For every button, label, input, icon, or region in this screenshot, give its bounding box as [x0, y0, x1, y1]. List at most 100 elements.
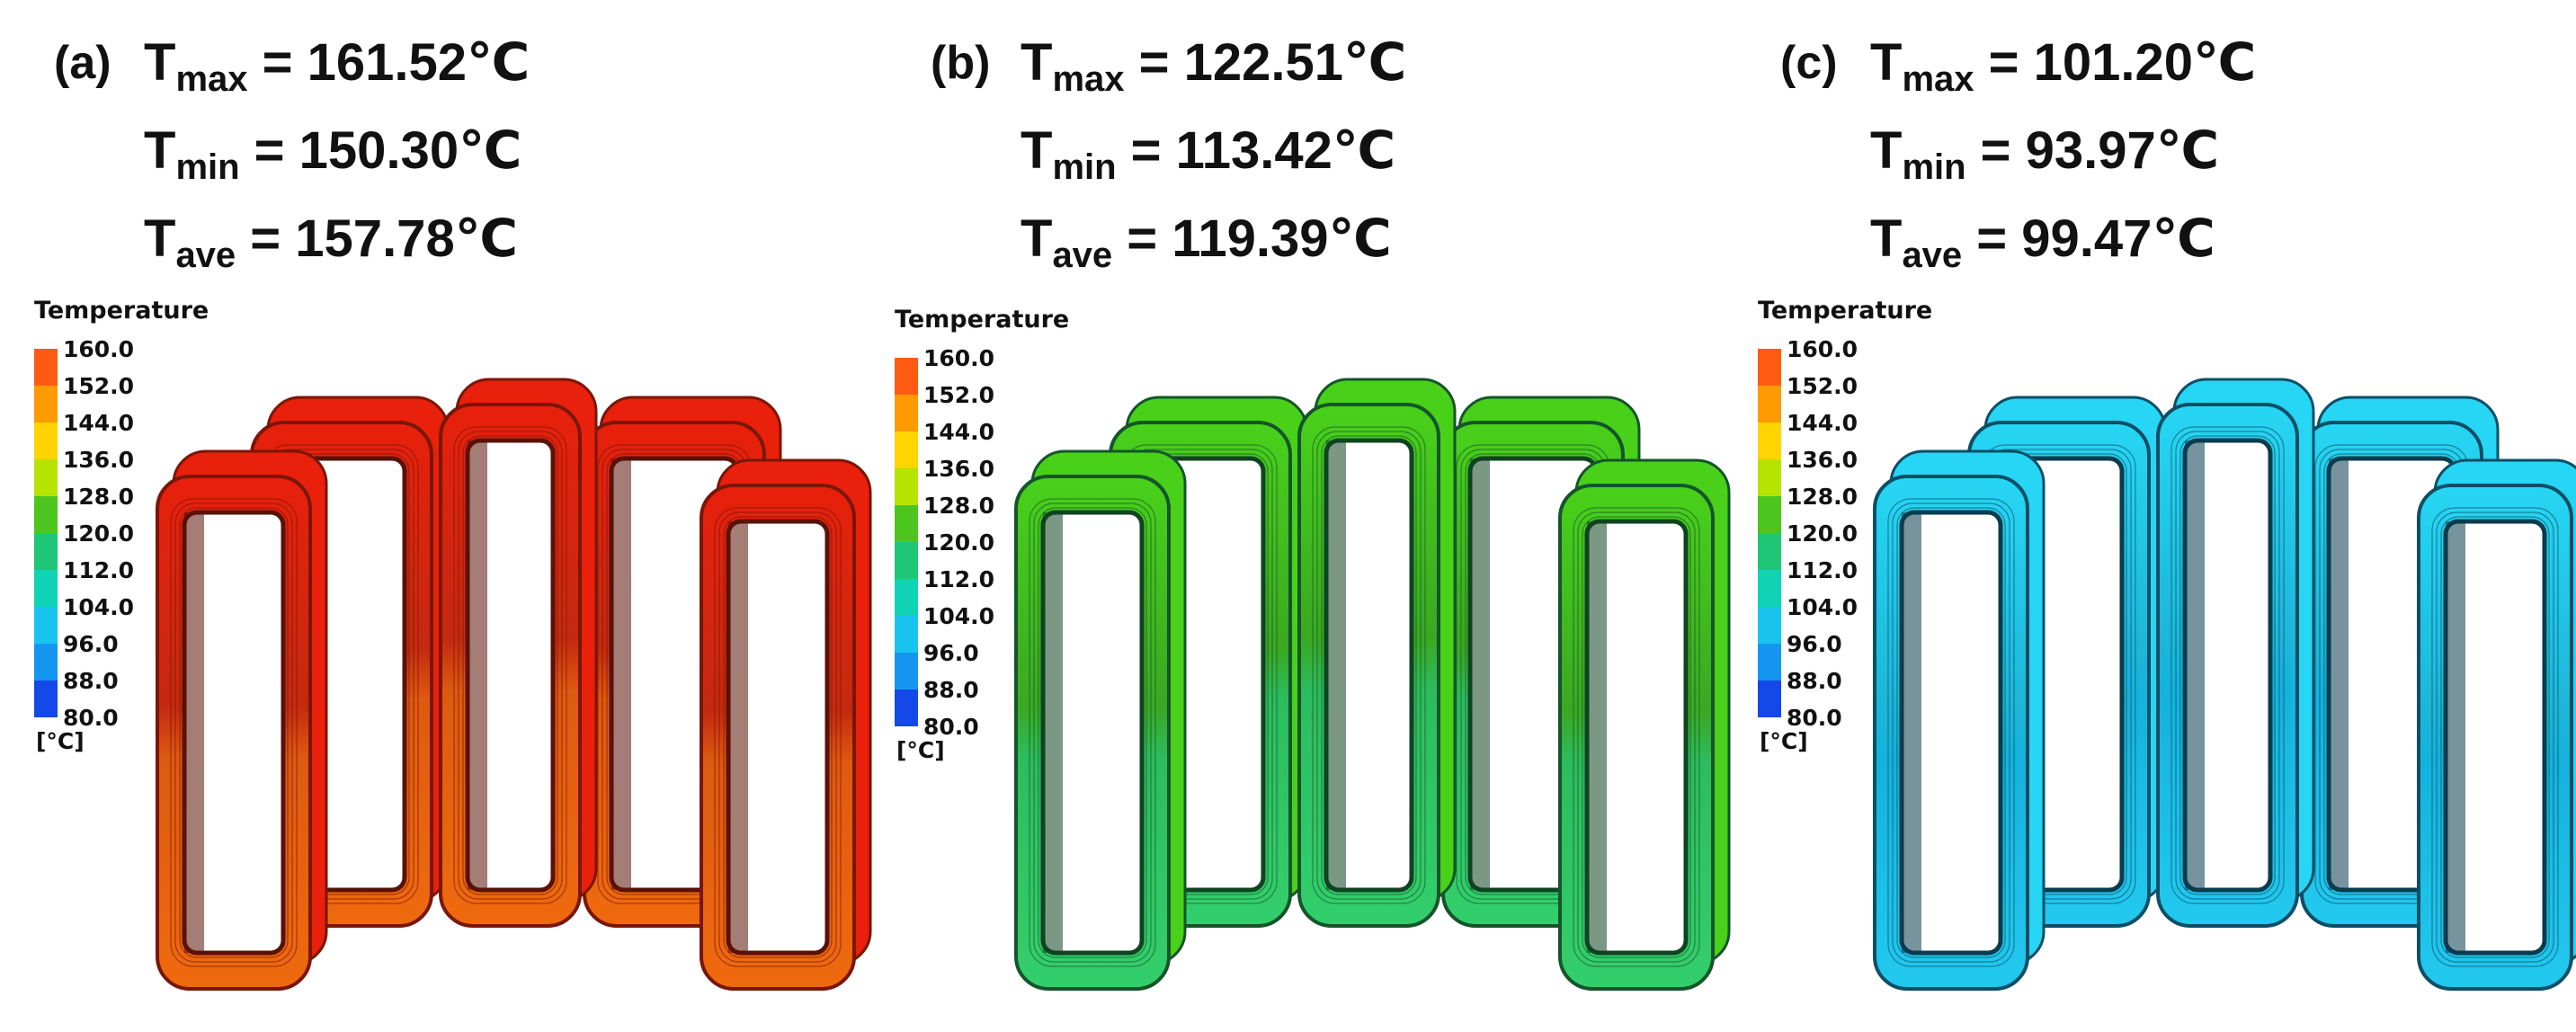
legend-tick-label: 128.0: [923, 493, 995, 519]
legend-tick-label: 160.0: [63, 336, 135, 362]
legend-swatch: [1758, 496, 1781, 533]
legend-swatch: [1758, 349, 1781, 386]
legend-tick-label: 136.0: [63, 447, 135, 473]
legend-tick-label: 104.0: [1787, 594, 1858, 620]
legend-swatch: [895, 505, 918, 542]
tave-c: Tave = 99.47℃: [1870, 209, 2215, 275]
panel-a-tag: (a): [54, 37, 111, 89]
panel-a: (a) Tmax = 161.52℃ Tmin = 150.30℃ Tave =…: [0, 0, 872, 1032]
legend-swatch: [895, 358, 918, 395]
legend-tick-label: 112.0: [1787, 557, 1858, 583]
legend-swatch: [895, 689, 918, 726]
legend-tick-label: 152.0: [1787, 373, 1858, 399]
coil-model-a: [156, 378, 872, 991]
legend-swatch: [34, 423, 58, 459]
legend-swatch: [34, 607, 58, 644]
legend-tick-label: 136.0: [923, 456, 995, 482]
legend-swatch: [895, 579, 918, 616]
legend-swatch: [1758, 607, 1781, 644]
legend-unit: [°C]: [36, 728, 85, 754]
legend-swatch: [34, 570, 58, 607]
legend-swatch: [895, 542, 918, 579]
legend-tick-label: 96.0: [63, 631, 119, 657]
legend-title: Temperature: [895, 306, 1070, 334]
legend-swatch: [895, 431, 918, 468]
legend-swatch: [895, 468, 918, 505]
tmin-c: Tmin = 93.97℃: [1870, 121, 2220, 187]
legend-tick-label: 88.0: [1787, 668, 1842, 694]
legend-tick-label: 104.0: [63, 594, 135, 620]
stats-b: (b) Tmax = 122.51℃ Tmin = 113.42℃ Tave =…: [931, 27, 1407, 291]
tave-a: Tave = 157.78℃: [144, 209, 518, 275]
legend-swatch: [1758, 644, 1781, 681]
coil-3: [1297, 378, 1457, 928]
tmin-b: Tmin = 113.42℃: [1021, 121, 1396, 187]
legend-tick-label: 88.0: [63, 668, 119, 694]
tmax-c: Tmax = 101.20℃: [1870, 33, 2257, 99]
legend-tick-label: 120.0: [923, 529, 995, 556]
legend-swatch: [34, 459, 58, 496]
legend-tick-label: 104.0: [923, 603, 995, 629]
legend-c: Temperature 160.0 152.0 144.0 136.0 128.0 120…: [1758, 297, 1933, 754]
legend-swatch: [895, 395, 918, 431]
legend-tick-label: 120.0: [63, 520, 135, 547]
legend-swatch: [34, 386, 58, 423]
panel-c-tag: (c): [1780, 37, 1838, 89]
legend-tick-label: 152.0: [63, 373, 135, 399]
legend-swatch: [34, 681, 58, 717]
legend-title: Temperature: [1758, 297, 1933, 325]
legend-tick-label: 112.0: [923, 566, 995, 592]
legend-tick-label: 160.0: [1787, 336, 1858, 362]
panel-b: (b) Tmax = 122.51℃ Tmin = 113.42℃ Tave =…: [859, 0, 1731, 1032]
legend-tick-label: 120.0: [1787, 520, 1858, 547]
legend-swatch: [1758, 681, 1781, 717]
legend-tick-label: 112.0: [63, 557, 135, 583]
coil-model-b: [1014, 378, 1731, 991]
stats-c: (c) Tmax = 101.20℃ Tmin = 93.97℃ Tave = …: [1780, 27, 2257, 291]
coil-1: [1014, 449, 1187, 991]
legend-colorbar: [895, 358, 918, 726]
legend-unit: [°C]: [896, 737, 945, 763]
coil-1: [156, 449, 328, 991]
legend-tick-label: 128.0: [1787, 484, 1858, 510]
coil-model-c: [1873, 378, 2576, 991]
legend-swatch: [895, 653, 918, 689]
legend-swatch: [34, 349, 58, 386]
coil-5: [700, 458, 872, 991]
legend-tick-label: 80.0: [1787, 705, 1842, 731]
legend-tick-label: 152.0: [923, 382, 995, 408]
panel-c: (c) Tmax = 101.20℃ Tmin = 93.97℃ Tave = …: [1717, 0, 2576, 1032]
legend-tick-label: 128.0: [63, 484, 135, 510]
legend-swatch: [895, 616, 918, 653]
legend-b: Temperature 160.0 152.0 144.0 136.0 128.0 120…: [895, 306, 1070, 763]
legend-a: Temperature 160.0 152.0 144.0 136.0 128.0 120…: [34, 297, 209, 754]
legend-tick-label: 144.0: [923, 419, 995, 445]
legend-swatch: [1758, 570, 1781, 607]
legend-tick-label: 160.0: [923, 345, 995, 371]
legend-tick-label: 80.0: [923, 714, 979, 740]
legend-swatch: [34, 533, 58, 570]
coil-1: [1873, 449, 2046, 991]
tmax-b: Tmax = 122.51℃: [1021, 33, 1407, 99]
legend-tick-label: 136.0: [1787, 447, 1858, 473]
tave-b: Tave = 119.39℃: [1021, 209, 1392, 275]
legend-swatch: [1758, 386, 1781, 423]
tmin-a: Tmin = 150.30℃: [144, 121, 522, 187]
legend-tick-label: 144.0: [63, 410, 135, 436]
panel-b-tag: (b): [931, 37, 991, 89]
legend-swatch: [1758, 423, 1781, 459]
legend-swatch: [1758, 459, 1781, 496]
legend-swatch: [34, 496, 58, 533]
coil-3: [2156, 378, 2315, 928]
coil-5: [1558, 458, 1731, 991]
coil-5: [2417, 458, 2576, 991]
legend-swatch: [1758, 533, 1781, 570]
legend-unit: [°C]: [1760, 728, 1808, 754]
legend-swatch: [34, 644, 58, 681]
legend-tick-label: 96.0: [1787, 631, 1842, 657]
legend-colorbar: [1758, 349, 1781, 717]
legend-tick-label: 88.0: [923, 677, 979, 703]
coil-3: [439, 378, 598, 928]
legend-tick-label: 96.0: [923, 640, 979, 666]
tmax-a: Tmax = 161.52℃: [144, 33, 530, 99]
